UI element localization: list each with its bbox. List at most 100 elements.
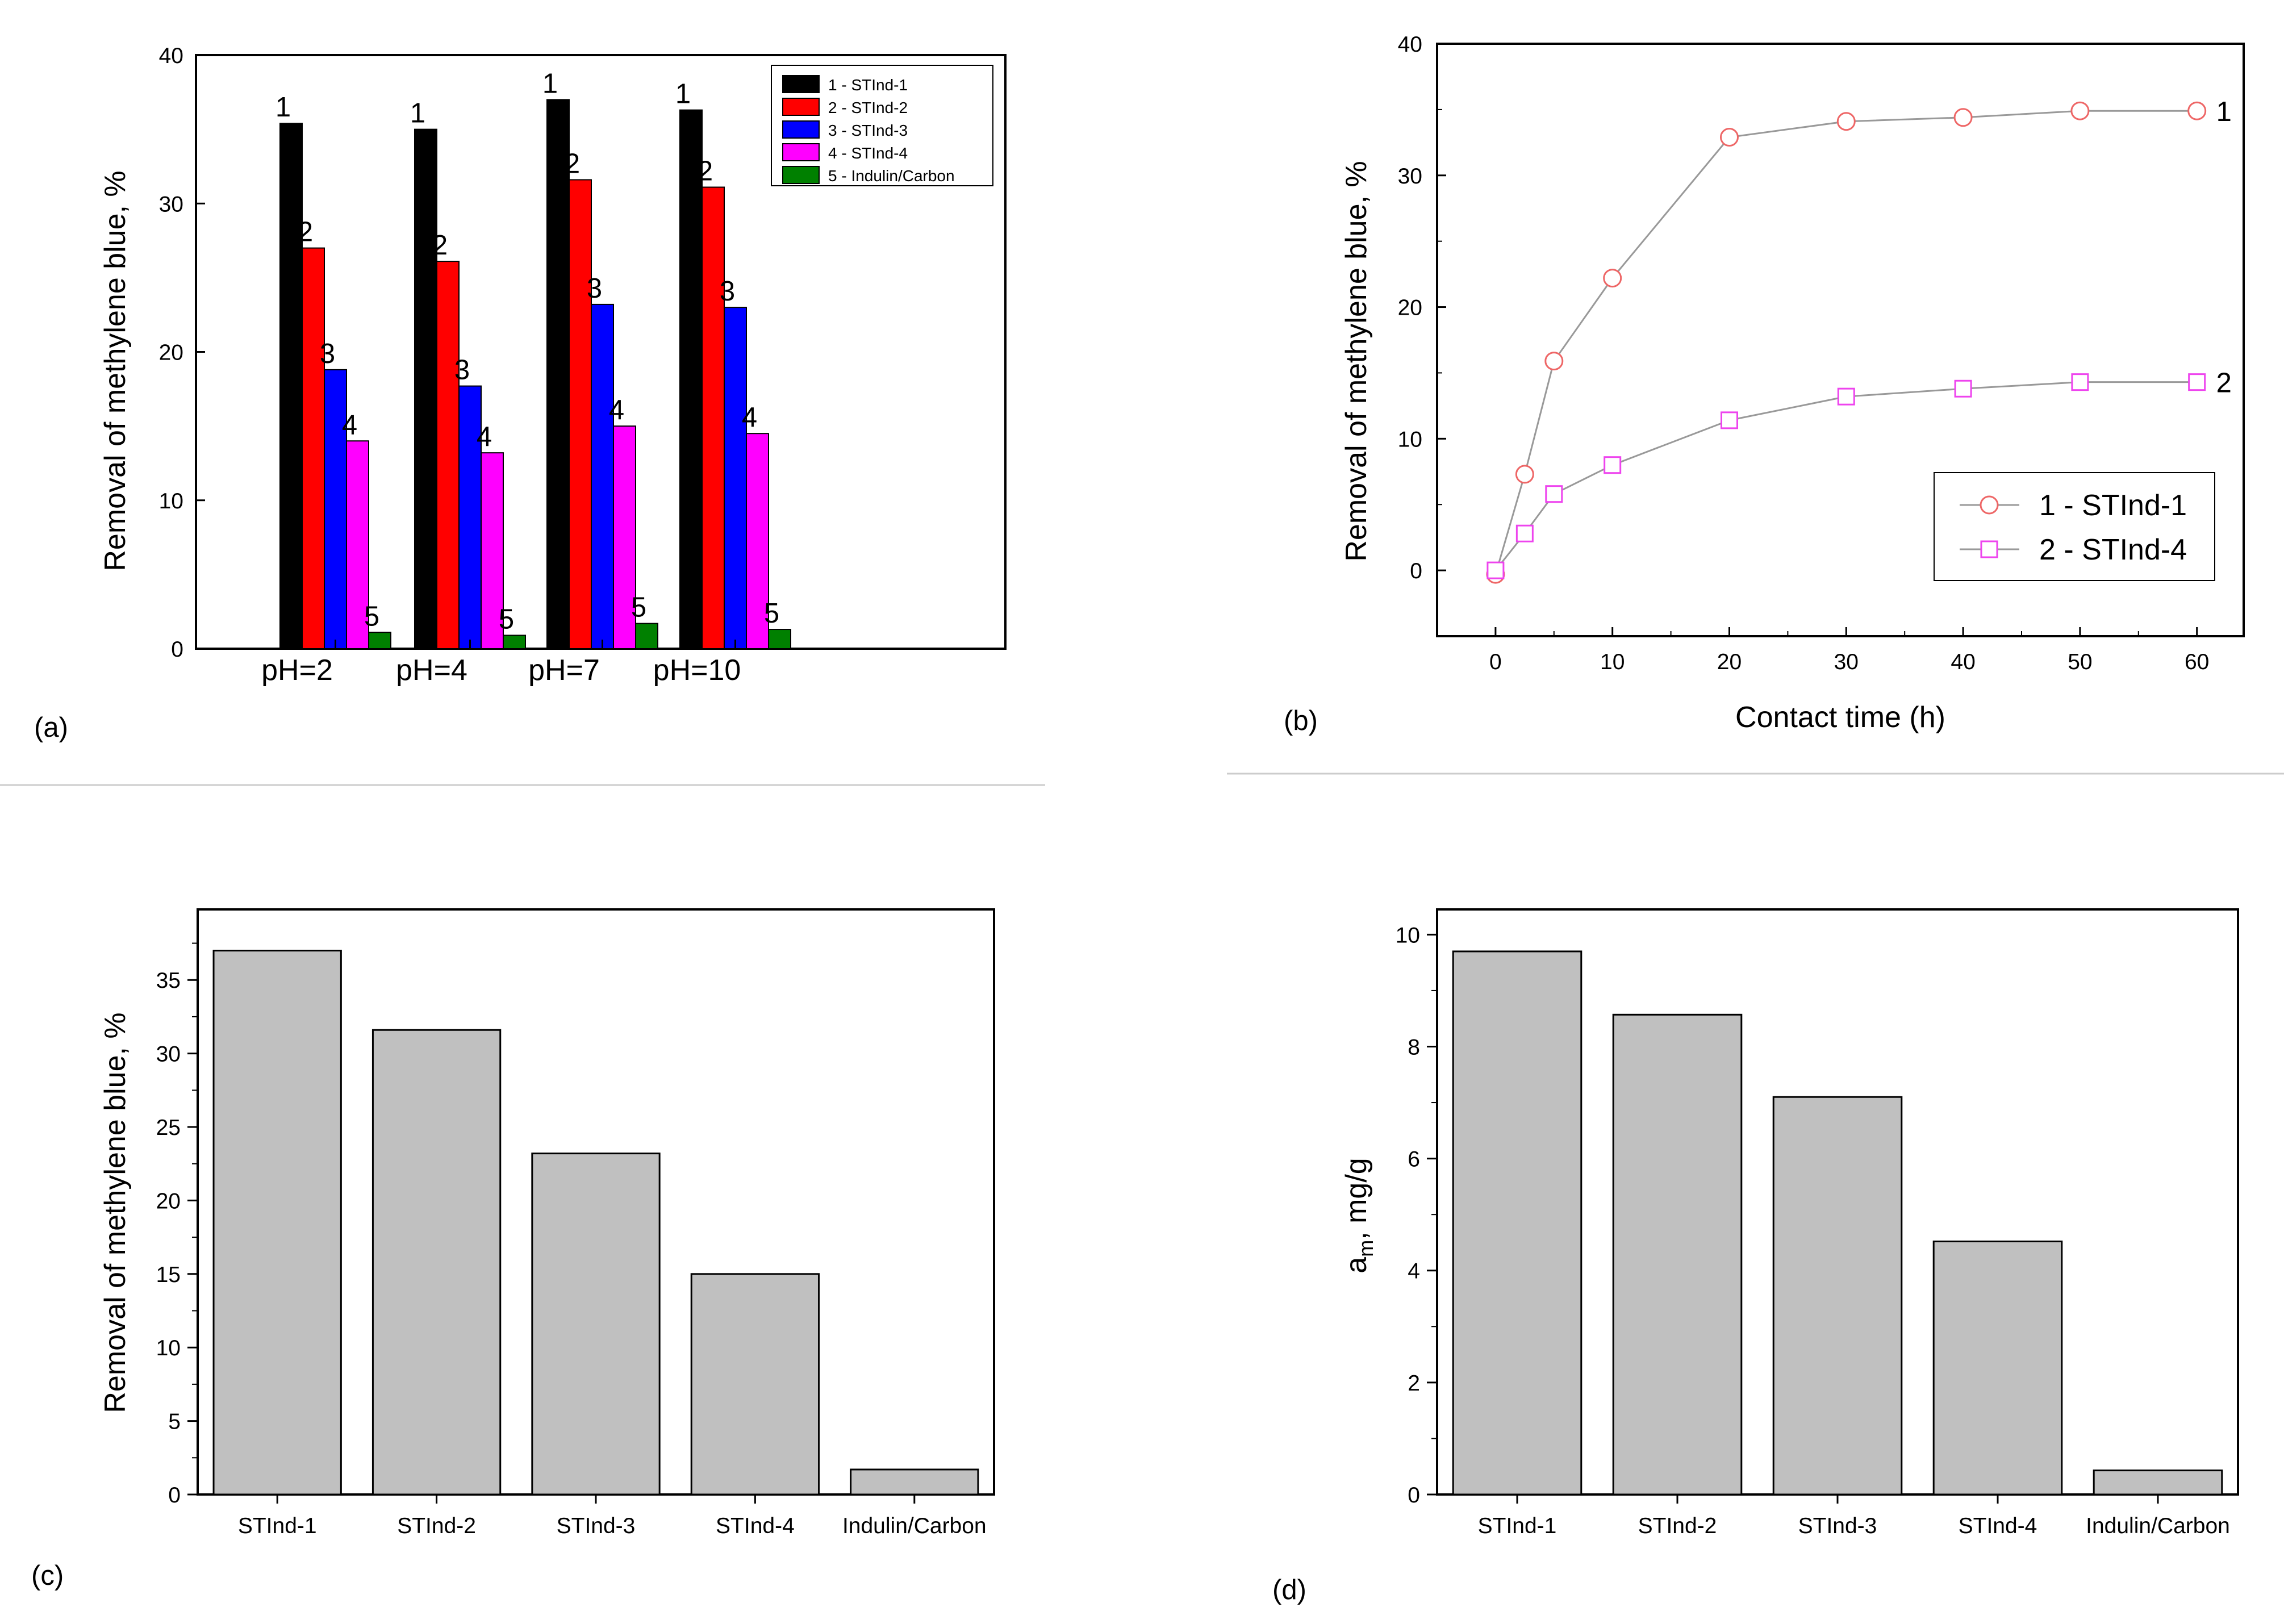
bar-a-number-label: 2 (432, 230, 448, 261)
bar-a-number-label: 4 (477, 421, 492, 452)
chart-b-ytick-label: 0 (1410, 559, 1422, 583)
chart-b-xtick-label: 30 (1834, 650, 1859, 674)
bar-a-number-label: 3 (720, 276, 735, 307)
bar-a-number-label: 4 (742, 402, 757, 433)
chart-c-ytick-label: 25 (156, 1116, 181, 1140)
chart-c-ytick-label: 10 (156, 1336, 181, 1360)
legend-b-marker (1980, 540, 1998, 558)
chart-a-ytick-label: 30 (159, 192, 183, 216)
legend-a-entry: 1 - STInd-1 (828, 76, 908, 94)
bar-a-4 (613, 425, 636, 649)
ylabel-c: Removal of methylene blue, % (99, 1012, 132, 1413)
ylabel-d-main: a (1340, 1257, 1373, 1274)
point-b-circle (1953, 108, 1973, 127)
point-b-circle (2070, 101, 2090, 120)
legend-b-entry: 2 - STInd-4 (2039, 533, 2187, 566)
bar-a-1 (546, 99, 570, 649)
chart-c-ytick-label: 5 (168, 1410, 181, 1434)
bar-a-number-label: 2 (298, 217, 313, 248)
bar-a-number-label: 1 (410, 98, 425, 129)
legend-b-marker (1980, 495, 1999, 515)
point-b-circle (1603, 269, 1622, 288)
legend-a-entry: 2 - STInd-2 (828, 99, 908, 116)
chart-d-bar (2093, 1469, 2223, 1496)
chart-d-ytick-label: 10 (1396, 923, 1420, 947)
chart-c-bar (371, 1029, 502, 1496)
chart-c-ytick-label: 30 (156, 1042, 181, 1067)
bar-a-number-label: 3 (587, 273, 602, 304)
chart-b-ytick-label: 20 (1398, 296, 1422, 320)
bar-a-5 (635, 623, 658, 650)
chart-c-category-label: STInd-4 (716, 1514, 795, 1538)
ylabel-d-sub: m (1354, 1240, 1377, 1257)
bar-a-number-label: 4 (342, 410, 357, 440)
point-b-circle (1836, 112, 1856, 131)
chart-panel-a: (a) Removal of methylene blue, % 0 10 20 30… (34, 44, 1007, 743)
bar-a-1 (414, 128, 437, 649)
chart-d-category-label: STInd-1 (1478, 1514, 1557, 1538)
bar-a-4 (346, 440, 369, 649)
bar-a-5 (368, 632, 391, 649)
chart-panel-d: (d) am, mg/g 0 2 4 6 8 10 STInd-1 STInd-2 STInd-… (1272, 908, 2239, 1605)
chart-b-ytick-label: 10 (1398, 427, 1422, 452)
chart-d-bar (1772, 1096, 1903, 1496)
point-b-square (1515, 524, 1534, 542)
legend-b-entry: 1 - STInd-1 (2039, 489, 2187, 522)
bar-a-number-label: 1 (675, 79, 691, 110)
point-b-square (1604, 456, 1622, 474)
point-b-square (1837, 387, 1855, 406)
chart-d-category-label: STInd-4 (1959, 1514, 2037, 1538)
chart-b-xtick-label: 50 (2068, 650, 2092, 674)
legend-a-swatch (782, 143, 820, 161)
point-b-circle (1544, 352, 1564, 371)
point-b-square (1720, 411, 1738, 429)
bar-a-4 (746, 433, 769, 649)
chart-d-ytick-label: 4 (1408, 1259, 1420, 1284)
bar-a-number-label: 2 (565, 148, 580, 179)
chart-d-ytick-label: 2 (1408, 1371, 1420, 1396)
chart-c-category-label: Indulin/Carbon (842, 1514, 987, 1538)
chart-b-ytick-label: 30 (1398, 164, 1422, 189)
chart-b-ytick-label: 40 (1398, 32, 1422, 57)
chart-panel-b: (b) Removal of methylene blue, % Contact… (1284, 32, 2245, 736)
panel-label-d: (d) (1272, 1575, 1306, 1605)
chart-b-xtick-label: 10 (1600, 650, 1625, 674)
chart-d-ytick-label: 0 (1408, 1483, 1420, 1508)
chart-d-bar (1932, 1240, 2063, 1496)
ylabel-d-rest: , mg/g (1340, 1158, 1373, 1240)
bar-a-number-label: 5 (764, 598, 779, 629)
point-b-circle (1515, 465, 1534, 484)
legend-a-entry: 3 - STInd-3 (828, 122, 908, 139)
chart-a-category-label: pH=7 (528, 654, 600, 687)
legend-a-swatch (782, 75, 820, 93)
bar-a-number-label: 1 (275, 92, 291, 123)
chart-d-bar (1612, 1013, 1743, 1496)
chart-panel-c: (c) Removal of methylene blue, % 0 5 10 15 2… (31, 908, 995, 1591)
chart-c-bar (850, 1468, 979, 1496)
chart-a-ytick-label: 0 (171, 637, 183, 662)
bar-a-3 (591, 303, 614, 649)
bar-a-1 (679, 109, 703, 650)
chart-b-xtick-label: 20 (1717, 650, 1742, 674)
chart-b-xtick-label: 40 (1951, 650, 1975, 674)
chart-d-category-label: STInd-2 (1638, 1514, 1717, 1538)
bar-a-2 (302, 247, 325, 649)
bar-a-4 (481, 452, 504, 650)
xlabel-b: Contact time (h) (1735, 701, 1945, 734)
chart-c-bar (531, 1153, 661, 1496)
point-b-square (1954, 379, 1972, 398)
bar-a-1 (279, 123, 303, 650)
legend-a-swatch (782, 120, 820, 139)
chart-c-category-label: STInd-3 (557, 1514, 636, 1538)
chart-c-category-label: STInd-1 (238, 1514, 317, 1538)
bar-a-number-label: 5 (499, 604, 514, 634)
bar-a-5 (768, 629, 791, 649)
bar-a-number-label: 1 (542, 68, 558, 99)
chart-a-category-label: pH=2 (261, 654, 333, 687)
chart-a-ytick-label: 40 (159, 44, 183, 68)
point-b-square (1487, 561, 1505, 579)
ylabel-b: Removal of methylene blue, % (1340, 161, 1373, 561)
chart-c-ytick-label: 0 (168, 1483, 181, 1508)
legend-a-swatch (782, 166, 820, 184)
legend-b (1934, 472, 2215, 581)
